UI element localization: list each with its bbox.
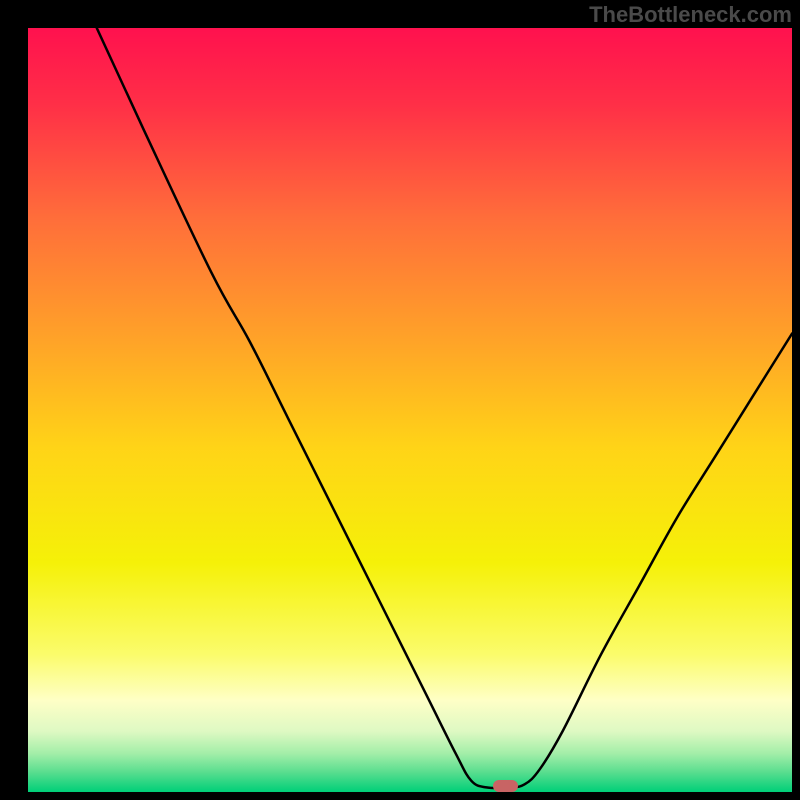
chart-container: TheBottleneck.com [0,0,800,800]
watermark-text: TheBottleneck.com [589,2,792,28]
optimum-marker [493,780,517,792]
gradient-background [28,28,792,792]
plot-area [28,28,792,792]
